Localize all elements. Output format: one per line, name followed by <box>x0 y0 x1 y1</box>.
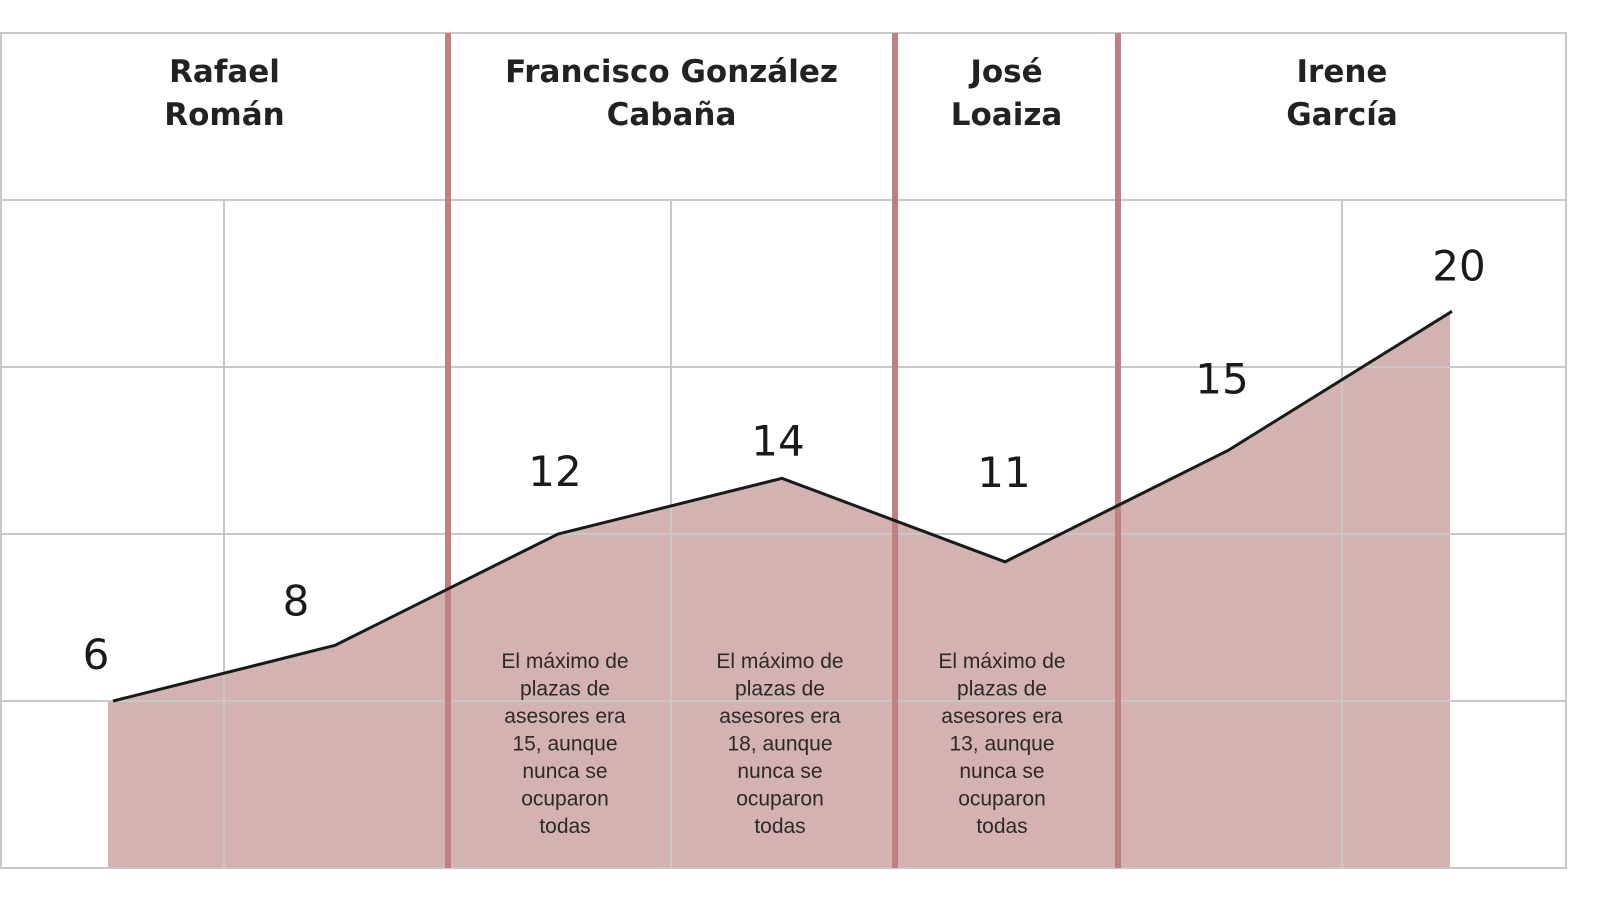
annotation-note: nunca se <box>522 760 607 783</box>
annotation-note: asesores era <box>941 705 1063 728</box>
annotation-note: todas <box>976 815 1027 838</box>
annotation-note: plazas de <box>735 678 825 701</box>
period-header: Cabaña <box>607 97 737 133</box>
annotation-note: plazas de <box>957 678 1047 701</box>
data-label: 20 <box>1432 241 1485 290</box>
period-header: José <box>968 54 1042 90</box>
period-header: Rafael <box>169 54 280 90</box>
period-header: Francisco González <box>505 54 838 90</box>
annotation-note: asesores era <box>504 705 626 728</box>
annotation-note: El máximo de <box>716 650 843 673</box>
annotation-note: plazas de <box>520 678 610 701</box>
data-label: 15 <box>1195 355 1248 404</box>
annotation-note: todas <box>754 815 805 838</box>
period-header: Loaiza <box>951 97 1063 133</box>
annotation-note: nunca se <box>737 760 822 783</box>
data-label: 8 <box>283 576 310 625</box>
period-header: Román <box>164 97 284 133</box>
annotation-note: ocuparon <box>958 788 1046 811</box>
annotation-note: ocuparon <box>521 788 609 811</box>
data-label: 6 <box>83 630 110 679</box>
data-label: 14 <box>751 416 804 465</box>
data-label: 12 <box>528 447 581 496</box>
annotation-note: El máximo de <box>501 650 628 673</box>
annotation-note: todas <box>539 815 590 838</box>
annotation-note: 18, aunque <box>727 733 832 756</box>
annotation-note: asesores era <box>719 705 841 728</box>
annotation-note: ocuparon <box>736 788 824 811</box>
annotation-note: nunca se <box>959 760 1044 783</box>
period-header: Irene <box>1297 54 1388 90</box>
chart-border <box>0 32 1567 869</box>
area-fill <box>108 311 1452 868</box>
annotation-note: 13, aunque <box>949 733 1054 756</box>
annotation-note: El máximo de <box>938 650 1065 673</box>
annotation-note: 15, aunque <box>512 733 617 756</box>
period-header: García <box>1286 97 1398 133</box>
data-label: 11 <box>977 448 1030 497</box>
